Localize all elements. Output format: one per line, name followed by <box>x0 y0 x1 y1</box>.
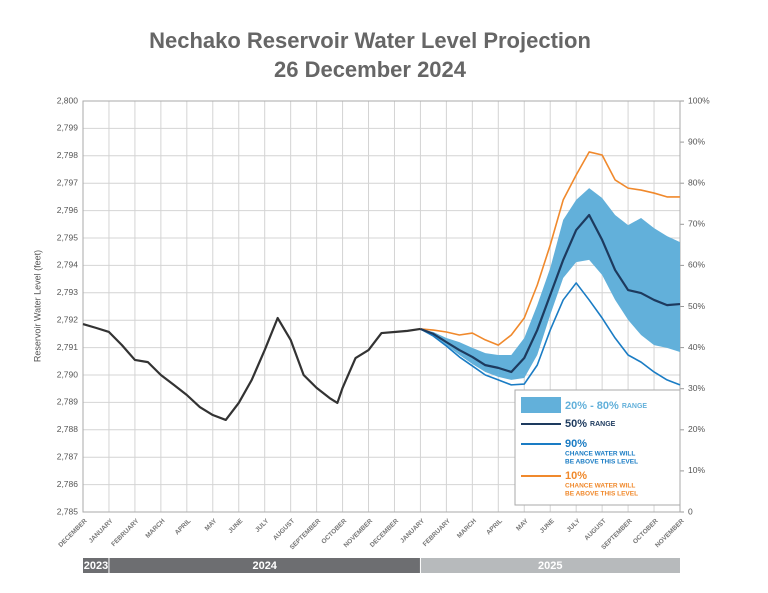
x-tick-label: FEBRUARY <box>422 517 453 548</box>
x-tick-label: MAY <box>204 517 219 532</box>
y-tick-label: 2,785 <box>57 506 79 516</box>
legend-note: CHANCE WATER WILL <box>565 483 635 490</box>
legend-note: RANGE <box>622 403 648 410</box>
x-tick-label: JULY <box>254 517 271 534</box>
x-tick-label: MARCH <box>144 517 166 539</box>
year-label: 2023 <box>84 560 108 572</box>
series-line <box>420 282 681 386</box>
y2-tick-label: 0 <box>688 506 693 516</box>
legend-note: BE ABOVE THIS LEVEL <box>565 459 638 466</box>
y2-tick-label: 30% <box>688 383 705 393</box>
x-tick-label: MARCH <box>456 517 478 539</box>
y-tick-label: 2,792 <box>57 314 79 324</box>
y-tick-label: 2,795 <box>57 232 79 242</box>
x-tick-label: JANUARY <box>399 517 426 544</box>
chart-title: Nechako Reservoir Water Level Projection <box>149 28 591 53</box>
x-tick-label: MAY <box>515 517 530 532</box>
legend-name: 90% <box>565 438 587 450</box>
y2-tick-label: 70% <box>688 219 705 229</box>
year-band <box>108 558 421 573</box>
chart-subtitle: 26 December 2024 <box>274 57 467 82</box>
y-tick-label: 2,786 <box>57 479 79 489</box>
x-tick-label: APRIL <box>174 518 193 537</box>
y-tick-label: 2,797 <box>57 177 79 187</box>
range-band <box>420 188 680 380</box>
legend-name: 20% - 80% <box>565 400 619 412</box>
legend-note: RANGE <box>590 421 616 428</box>
y2-tick-label: 80% <box>688 177 705 187</box>
year-band <box>83 558 109 573</box>
y2-tick-label: 20% <box>688 424 705 434</box>
y-tick-label: 2,791 <box>57 342 79 352</box>
year-label: 2025 <box>538 560 562 572</box>
series-line <box>420 213 681 374</box>
legend-name: 50% <box>565 418 587 430</box>
x-tick-label: AUGUST <box>583 518 607 542</box>
y-tick-label: 2,794 <box>57 260 79 270</box>
x-tick-label: JUNE <box>227 517 245 535</box>
y-tick-label: 2,796 <box>57 205 79 215</box>
y2-tick-label: 10% <box>688 465 705 475</box>
x-tick-label: JUNE <box>539 517 557 535</box>
y-axis-label: Reservoir Water Level (feet) <box>32 250 42 362</box>
x-tick-label: FEBRUARY <box>110 517 141 548</box>
y2-tick-label: 50% <box>688 301 705 311</box>
series-line <box>82 316 421 422</box>
x-tick-label: AUGUST <box>272 518 296 542</box>
legend-name: 10% <box>565 470 587 482</box>
y-tick-label: 2,788 <box>57 424 79 434</box>
y-tick-label: 2,790 <box>57 369 79 379</box>
x-tick-label: APRIL <box>485 518 504 537</box>
x-tick-label: JULY <box>566 517 583 534</box>
y-tick-label: 2,798 <box>57 150 79 160</box>
y-tick-label: 2,787 <box>57 451 79 461</box>
y-tick-label: 2,793 <box>57 287 79 297</box>
legend-note: BE ABOVE THIS LEVEL <box>565 491 638 498</box>
y2-tick-label: 40% <box>688 342 705 352</box>
legend-label: 20% - 80% RANGE <box>565 400 647 412</box>
legend-note: CHANCE WATER WILL <box>565 451 635 458</box>
x-tick-label: JANUARY <box>88 517 115 544</box>
y-tick-label: 2,799 <box>57 123 79 133</box>
year-band <box>420 558 680 573</box>
legend-label: 50% RANGE <box>565 418 616 430</box>
x-tick-label: DECEMBER <box>57 517 88 548</box>
y-tick-label: 2,789 <box>57 397 79 407</box>
y2-tick-label: 90% <box>688 136 705 146</box>
y2-tick-label: 100% <box>688 95 710 105</box>
y2-tick-label: 60% <box>688 260 705 270</box>
legend-label: 90% <box>565 438 587 450</box>
year-label: 2024 <box>252 560 277 572</box>
series-line <box>420 151 680 346</box>
legend-label: 10% <box>565 470 587 482</box>
y-tick-label: 2,800 <box>57 95 79 105</box>
legend-swatch <box>521 397 561 413</box>
